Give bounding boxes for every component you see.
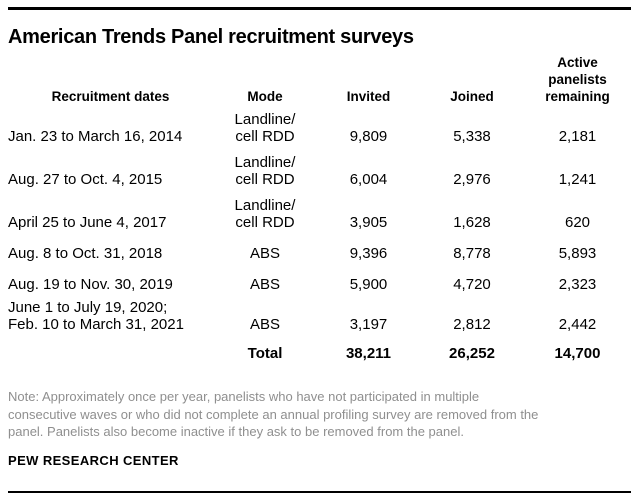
invited-cell: 9,809 <box>349 128 388 145</box>
invited-cell: 5,900 <box>349 276 388 293</box>
chart-title: American Trends Panel recruitment survey… <box>8 26 414 48</box>
column-header-joined: Joined <box>450 89 494 104</box>
total-label: Total <box>247 345 283 362</box>
column-header-mode: Mode <box>247 89 283 104</box>
total-joined: 26,252 <box>449 345 495 362</box>
dates-cell: Aug. 27 to Oct. 4, 2015 <box>8 171 163 188</box>
top-rule <box>8 7 631 10</box>
joined-cell: 2,812 <box>453 316 491 333</box>
active-cell: 620 <box>564 214 591 231</box>
column-header-invited: Invited <box>346 89 391 104</box>
total-row-spacer <box>8 333 213 362</box>
dates-cell: Aug. 8 to Oct. 31, 2018 <box>8 245 163 262</box>
active-cell: 1,241 <box>558 171 597 188</box>
bottom-rule <box>8 491 631 493</box>
table-row: April 25 to June 4, 2017 Landline/ cell … <box>8 188 631 231</box>
source-label: PEW RESEARCH CENTER <box>8 452 179 468</box>
active-cell: 5,893 <box>558 245 597 262</box>
dates-cell: June 1 to July 19, 2020; Feb. 10 to Marc… <box>8 299 184 333</box>
invited-cell: 3,197 <box>349 316 388 333</box>
dates-cell: Aug. 19 to Nov. 30, 2019 <box>8 276 173 293</box>
table-row: Jan. 23 to March 16, 2014 Landline/ cell… <box>8 105 631 145</box>
active-cell: 2,181 <box>558 128 597 145</box>
mode-cell: ABS <box>249 316 280 333</box>
invited-cell: 9,396 <box>349 245 388 262</box>
header-row: Recruitment dates Mode Invited Joined Ac… <box>8 54 631 105</box>
joined-cell: 1,628 <box>453 214 491 231</box>
total-invited: 38,211 <box>345 345 392 362</box>
active-cell: 2,323 <box>558 276 597 293</box>
active-cell: 2,442 <box>558 316 597 333</box>
table-row: Aug. 19 to Nov. 30, 2019 ABS 5,900 4,720… <box>8 262 631 293</box>
invited-cell: 3,905 <box>349 214 388 231</box>
joined-cell: 8,778 <box>453 245 491 262</box>
dates-cell: Jan. 23 to March 16, 2014 <box>8 128 183 145</box>
total-active: 14,700 <box>554 345 601 362</box>
note-text: Note: Approximately once per year, panel… <box>8 389 539 439</box>
table-row: Aug. 8 to Oct. 31, 2018 ABS 9,396 8,778 … <box>8 231 631 262</box>
joined-cell: 4,720 <box>453 276 491 293</box>
table-row: Aug. 27 to Oct. 4, 2015 Landline/ cell R… <box>8 145 631 188</box>
recruitment-table: Recruitment dates Mode Invited Joined Ac… <box>8 54 631 362</box>
invited-cell: 6,004 <box>349 171 388 188</box>
column-header-recruitment-dates: Recruitment dates <box>51 89 170 104</box>
mode-cell: ABS <box>249 276 280 293</box>
mode-cell: Landline/ cell RDD <box>234 154 296 188</box>
mode-cell: Landline/ cell RDD <box>234 111 296 145</box>
mode-cell: ABS <box>249 245 280 262</box>
table-row: June 1 to July 19, 2020; Feb. 10 to Marc… <box>8 293 631 333</box>
column-header-active-panelists: Active panelists remaining <box>545 55 610 104</box>
joined-cell: 2,976 <box>453 171 491 188</box>
dates-cell: April 25 to June 4, 2017 <box>8 214 167 231</box>
total-row: Total 38,211 26,252 14,700 <box>8 333 631 362</box>
mode-cell: Landline/ cell RDD <box>234 197 296 231</box>
joined-cell: 5,338 <box>453 128 491 145</box>
